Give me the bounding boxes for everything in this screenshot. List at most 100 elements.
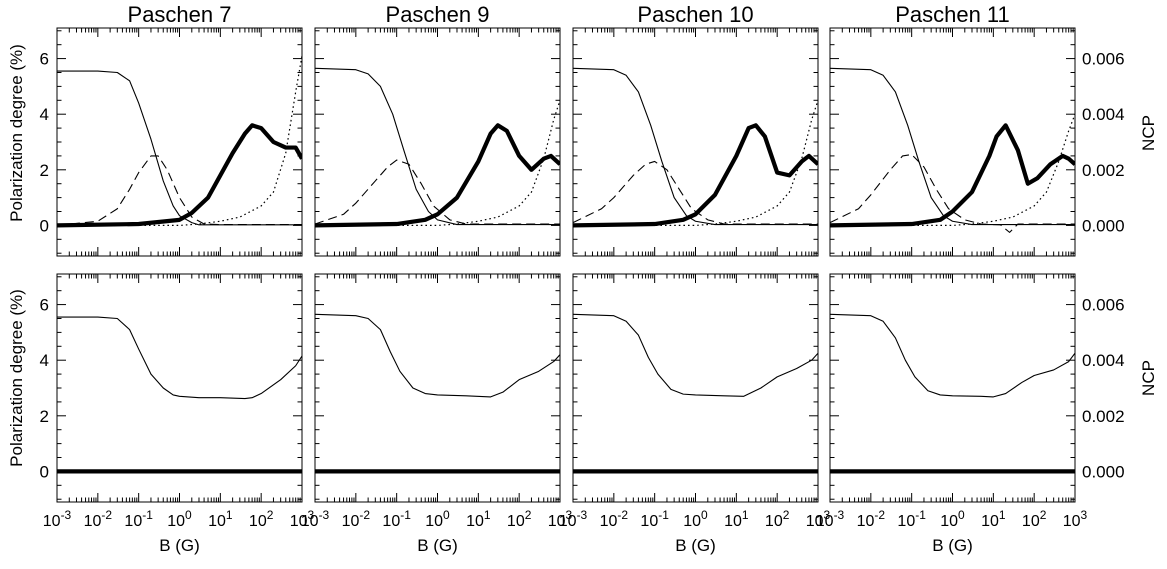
x-tick-label: 101 <box>208 508 233 530</box>
series-line-solid-thin <box>315 313 560 398</box>
y-right-tick-label: 0.002 <box>1082 407 1125 426</box>
series-line-solid-thin <box>830 67 1075 226</box>
x-tick-label: 10-2 <box>600 508 629 530</box>
panel-title: Paschen 7 <box>128 2 232 27</box>
x-tick-label: 100 <box>940 508 965 530</box>
panel-frame <box>314 273 561 503</box>
right-axis-label-top: NCP <box>1139 115 1158 151</box>
panel-1: Paschen 7 0 2 4 6 <box>40 2 303 257</box>
y-left-tick-label: 4 <box>40 351 49 370</box>
x-tick-label: 10-3 <box>816 508 845 530</box>
y-right-tick-label: 0.006 <box>1082 296 1125 315</box>
y-left-tick-label: 0 <box>40 216 49 235</box>
x-tick-label: 10-3 <box>301 508 330 530</box>
panel-3: Paschen 10 <box>572 2 819 257</box>
y-left-tick-label: 6 <box>40 296 49 315</box>
y-right-tick-label: 0.004 <box>1082 105 1125 124</box>
panel-frame <box>572 27 819 257</box>
series-group <box>573 67 818 228</box>
series-line-dotted <box>315 100 560 227</box>
panel-6: 10-3 10-2 10-1 100 101 102 103 B (G) <box>301 273 573 555</box>
series-group <box>57 316 302 474</box>
x-tick-label: 101 <box>724 508 749 530</box>
x-tick-label: 100 <box>425 508 450 530</box>
series-group <box>830 67 1075 233</box>
series-group <box>315 67 560 228</box>
left-axis-label-top: Polarization degree (%) <box>7 44 26 222</box>
series-line-solid-thick <box>57 123 302 228</box>
y-left-tick-label: 6 <box>40 50 49 69</box>
y-right-tick-label: 0.000 <box>1082 216 1125 235</box>
panel-7: 10-3 10-2 10-1 100 101 102 103 B (G) <box>559 273 831 555</box>
x-tick-label: 10-1 <box>897 508 926 530</box>
panel-frame <box>314 27 561 257</box>
series-line-solid-thick <box>830 123 1075 228</box>
series-line-dashed <box>57 155 302 226</box>
panel-4: Paschen 11 0.000 0.002 0.004 0.006 <box>829 2 1125 257</box>
x-tick-label: 100 <box>683 508 708 530</box>
x-tick-label: 103 <box>1063 508 1088 530</box>
left-axis-label-bottom: Polarization degree (%) <box>7 289 26 467</box>
x-tick-label: 102 <box>765 508 790 530</box>
right-axis-label-bottom: NCP <box>1139 360 1158 396</box>
panel-2: Paschen 9 <box>314 2 561 257</box>
panel-frame <box>56 273 303 503</box>
x-tick-label: 102 <box>249 508 274 530</box>
x-axis-label: B (G) <box>932 536 973 555</box>
x-tick-label: 10-1 <box>382 508 411 530</box>
y-right-tick-label: 0.004 <box>1082 351 1125 370</box>
series-line-solid-thin <box>830 313 1075 398</box>
y-right-tick-label: 0.006 <box>1082 50 1125 69</box>
series-group <box>315 313 560 474</box>
series-line-solid-thick <box>315 123 560 228</box>
x-tick-label: 10-3 <box>43 508 72 530</box>
x-axis-label: B (G) <box>675 536 716 555</box>
x-tick-label: 103 <box>290 508 315 530</box>
y-left-tick-label: 0 <box>40 462 49 481</box>
series-group <box>57 55 302 228</box>
panels-layer: Paschen 7 0 2 4 6 Paschen 9 Paschen 10 Paschen … <box>40 2 1125 555</box>
x-tick-label: 10-3 <box>559 508 588 530</box>
panel-frame <box>829 27 1076 257</box>
panel-frame <box>829 273 1076 503</box>
series-line-solid-thick <box>573 123 818 228</box>
series-line-solid-thin <box>57 316 302 400</box>
panel-8: 0.000 0.002 0.004 0.006 10-3 10-2 10-1 100 101 10… <box>816 273 1125 555</box>
series-line-solid-thin <box>315 67 560 226</box>
series-line-solid-thin <box>573 67 818 226</box>
x-tick-label: 102 <box>1022 508 1047 530</box>
series-group <box>573 313 818 474</box>
x-tick-label: 10-1 <box>640 508 669 530</box>
series-line-dashed <box>573 160 818 225</box>
x-tick-label: 10-2 <box>857 508 886 530</box>
panel-5: 0 2 4 6 10-3 10-2 10-1 100 101 102 103 B (G) <box>40 273 315 555</box>
series-line-dashed <box>830 153 1075 233</box>
x-tick-label: 102 <box>507 508 532 530</box>
x-tick-label: 101 <box>466 508 491 530</box>
x-tick-label: 101 <box>981 508 1006 530</box>
series-line-solid-thin <box>573 313 818 397</box>
x-axis-label: B (G) <box>417 536 458 555</box>
panel-frame <box>572 273 819 503</box>
series-group <box>830 313 1075 474</box>
series-line-dotted <box>573 100 818 227</box>
x-tick-label: 10-2 <box>84 508 113 530</box>
x-tick-label: 103 <box>806 508 831 530</box>
x-tick-label: 10-1 <box>124 508 153 530</box>
series-line-solid-thin <box>57 70 302 226</box>
y-left-tick-label: 2 <box>40 161 49 180</box>
x-tick-label: 103 <box>548 508 573 530</box>
y-right-tick-label: 0.002 <box>1082 161 1125 180</box>
series-line-dotted <box>57 55 302 227</box>
x-tick-label: 10-2 <box>342 508 371 530</box>
y-left-tick-label: 4 <box>40 105 49 124</box>
series-line-dashed <box>315 159 560 225</box>
x-axis-label: B (G) <box>159 536 200 555</box>
panel-title: Paschen 9 <box>386 2 490 27</box>
panel-title: Paschen 10 <box>637 2 753 27</box>
y-left-tick-label: 2 <box>40 407 49 426</box>
labels-layer: Polarization degree (%) Polarization deg… <box>7 44 1158 467</box>
y-right-tick-label: 0.000 <box>1082 462 1125 481</box>
x-tick-label: 100 <box>167 508 192 530</box>
